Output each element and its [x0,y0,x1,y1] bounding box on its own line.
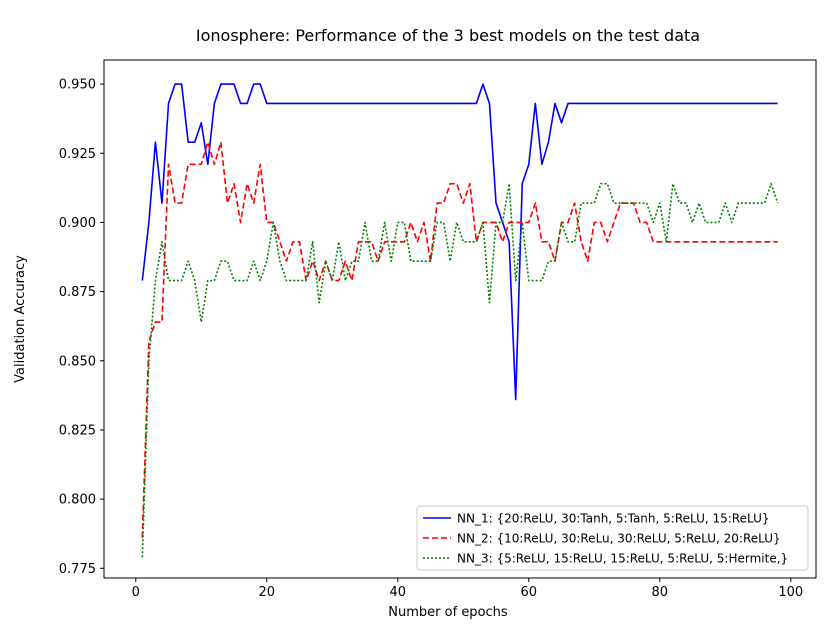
x-axis: 0 20 40 60 80 100 [132,578,803,600]
series-line-3 [141,182,779,558]
y-tick-label: 0.925 [59,147,96,162]
y-tick-label: 0.950 [59,78,96,93]
x-tick-label: 40 [390,585,407,600]
series-line-2 [141,141,778,538]
x-tick-label: 20 [258,585,275,600]
x-tick-label: 80 [652,585,669,600]
x-tick-label: 0 [132,585,140,600]
legend-label-1: NN_1: {20:ReLU, 30:Tanh, 5:Tanh, 5:ReLU,… [457,512,770,526]
y-tick-label: 0.800 [59,493,96,508]
legend: NN_1: {20:ReLU, 30:Tanh, 5:Tanh, 5:ReLU,… [416,505,809,571]
x-tick-label: 60 [521,585,538,600]
series-line-1 [141,83,778,401]
plot-frame [103,59,817,579]
y-axis-label: Validation Accuracy [13,255,28,383]
x-tick-label: 100 [778,585,803,600]
y-tick-label: 0.825 [59,423,96,438]
series-lines [141,83,779,558]
y-tick-label: 0.775 [59,562,96,577]
chart-title: Ionosphere: Performance of the 3 best mo… [196,26,700,45]
y-tick-label: 0.875 [59,285,96,300]
legend-label-3: NN_3: {5:ReLU, 15:ReLU, 15:ReLU, 5:ReLU,… [457,552,788,566]
legend-label-2: NN_2: {10:ReLU, 30:ReLu, 30:ReLU, 5:ReLU… [457,532,781,546]
y-tick-label: 0.900 [59,216,96,231]
legend-box [416,505,809,571]
x-axis-label: Number of epochs [388,605,508,620]
y-axis: 0.775 0.800 0.825 0.850 0.875 0.900 0.925 0.950 [59,78,104,577]
y-tick-label: 0.850 [59,354,96,369]
